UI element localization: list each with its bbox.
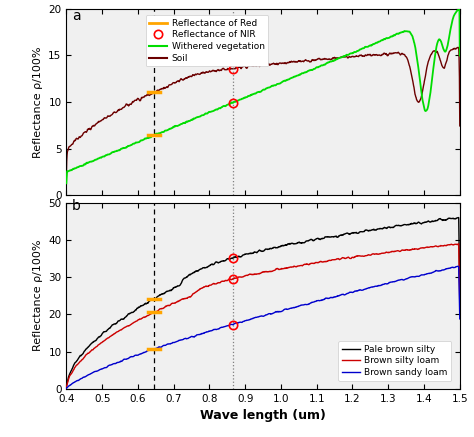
X-axis label: Wave length (um): Wave length (um) xyxy=(200,409,326,422)
Legend: Reflectance of Red, Reflectance of NIR, Withered vegetation, Soil: Reflectance of Red, Reflectance of NIR, … xyxy=(146,15,268,66)
Text: a: a xyxy=(72,9,81,23)
Text: b: b xyxy=(72,199,81,213)
Legend: Pale brown silty, Brown silty loam, Brown sandy loam: Pale brown silty, Brown silty loam, Brow… xyxy=(338,341,451,381)
Y-axis label: Reflectance ρ/100%: Reflectance ρ/100% xyxy=(33,240,43,351)
Y-axis label: Reflectance ρ/100%: Reflectance ρ/100% xyxy=(33,46,43,158)
